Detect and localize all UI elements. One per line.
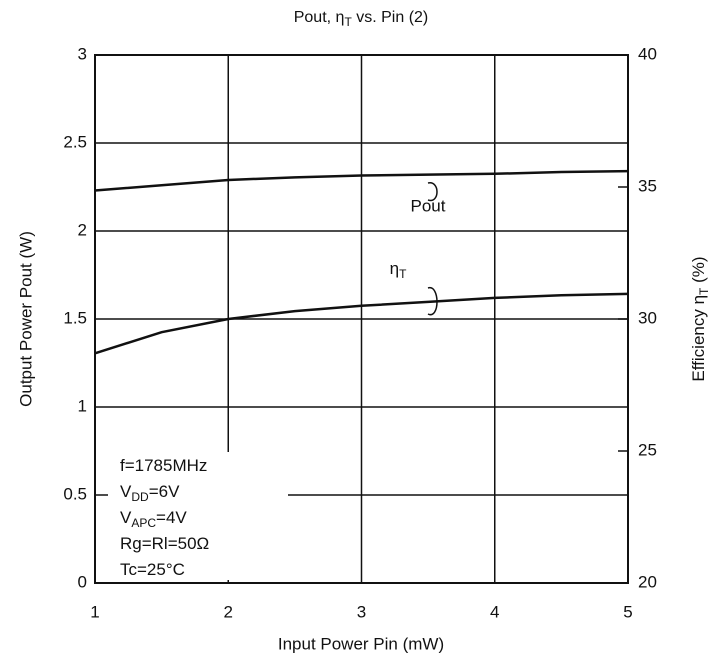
text-part: V: [120, 508, 132, 527]
annotation-line: VAPC=4V: [120, 508, 187, 530]
text-part: Rg=Rl=50Ω: [120, 534, 209, 553]
annotation-line: Tc=25°C: [120, 560, 185, 579]
label-loop: [427, 182, 438, 202]
x-tick-label: 5: [623, 602, 632, 621]
y-tick-label: 1: [78, 396, 87, 415]
text-part: vs. Pin (2): [352, 9, 428, 26]
plot-frame: [94, 54, 629, 584]
x-tick-label: 4: [490, 602, 499, 621]
series-line: [94, 292, 629, 355]
x-axis-label: Input Power Pin (mW): [278, 634, 444, 653]
text-part: =6V: [149, 482, 180, 501]
subscript: T: [399, 267, 407, 281]
text-part: Efficiency η: [689, 295, 708, 382]
series-label: ηT: [390, 259, 407, 281]
y2-tick-label: 35: [638, 176, 657, 195]
series-line: [94, 169, 629, 192]
y-tick-label: 2: [78, 220, 87, 239]
y-tick-label: 1.5: [63, 308, 87, 327]
label-loop: [427, 287, 438, 316]
subscript: T: [697, 287, 711, 295]
y-tick-label: 0: [78, 572, 87, 591]
annotation-line: f=1785MHz: [120, 456, 207, 475]
text-part: V: [120, 482, 132, 501]
y2-tick-label: 20: [638, 572, 657, 591]
x-tick-label: 1: [90, 602, 99, 621]
annotation-background: [108, 452, 288, 580]
series-label: Pout: [411, 196, 446, 215]
y-axis-label: Output Power Pout (W): [16, 231, 35, 407]
x-tick-label: 3: [357, 602, 366, 621]
y-tick-label: 3: [78, 44, 87, 63]
subscript: APC: [131, 516, 156, 530]
annotation-line: VDD=6V: [120, 482, 180, 504]
y-tick-label: 0.5: [63, 484, 87, 503]
y2-axis-label: Efficiency ηT (%): [689, 256, 711, 381]
y-tick-label: 2.5: [63, 132, 87, 151]
text-part: Pout, η: [294, 9, 345, 26]
subscript: T: [344, 15, 352, 29]
y2-tick-label: 30: [638, 308, 657, 327]
text-part: f=1785MHz: [120, 456, 207, 475]
y2-tick-label: 25: [638, 440, 657, 459]
y2-tick-label: 40: [638, 44, 657, 63]
annotation-line: Rg=Rl=50Ω: [120, 534, 209, 553]
text-part: (%): [689, 256, 708, 287]
subscript: DD: [131, 490, 149, 504]
text-part: η: [390, 259, 399, 278]
text-part: =4V: [156, 508, 187, 527]
x-tick-label: 2: [224, 602, 233, 621]
chart-title: Pout, ηT vs. Pin (2): [294, 9, 429, 29]
text-part: Tc=25°C: [120, 560, 185, 579]
